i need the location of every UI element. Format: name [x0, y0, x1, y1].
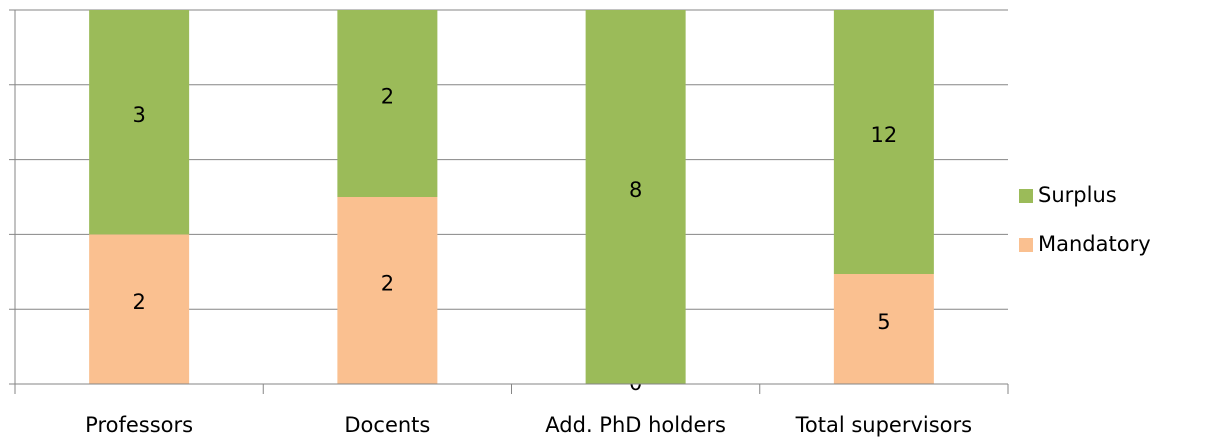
x-tick-label: Professors — [85, 413, 193, 437]
legend-label: Surplus — [1038, 183, 1117, 207]
data-label: 5 — [877, 310, 890, 334]
data-label: 2 — [132, 290, 145, 314]
data-label: 2 — [381, 85, 394, 109]
data-label: 2 — [381, 272, 394, 296]
data-label: 8 — [629, 178, 642, 202]
data-label: 12 — [871, 123, 898, 147]
x-tick-label: Add. PhD holders — [545, 413, 726, 437]
legend-swatch — [1019, 189, 1033, 203]
legend-label: Mandatory — [1038, 232, 1151, 256]
x-tick-label: Docents — [344, 413, 430, 437]
bar-segment — [585, 10, 686, 384]
data-label: 3 — [132, 103, 145, 127]
bar-segment — [833, 274, 934, 384]
bar-segment — [337, 197, 438, 384]
bar-segment — [89, 234, 190, 384]
legend-swatch — [1019, 238, 1033, 252]
bar-segment — [89, 10, 190, 235]
bar-segment — [833, 10, 934, 274]
x-tick-label: Total supervisors — [795, 413, 972, 437]
bar-segment — [337, 10, 438, 197]
